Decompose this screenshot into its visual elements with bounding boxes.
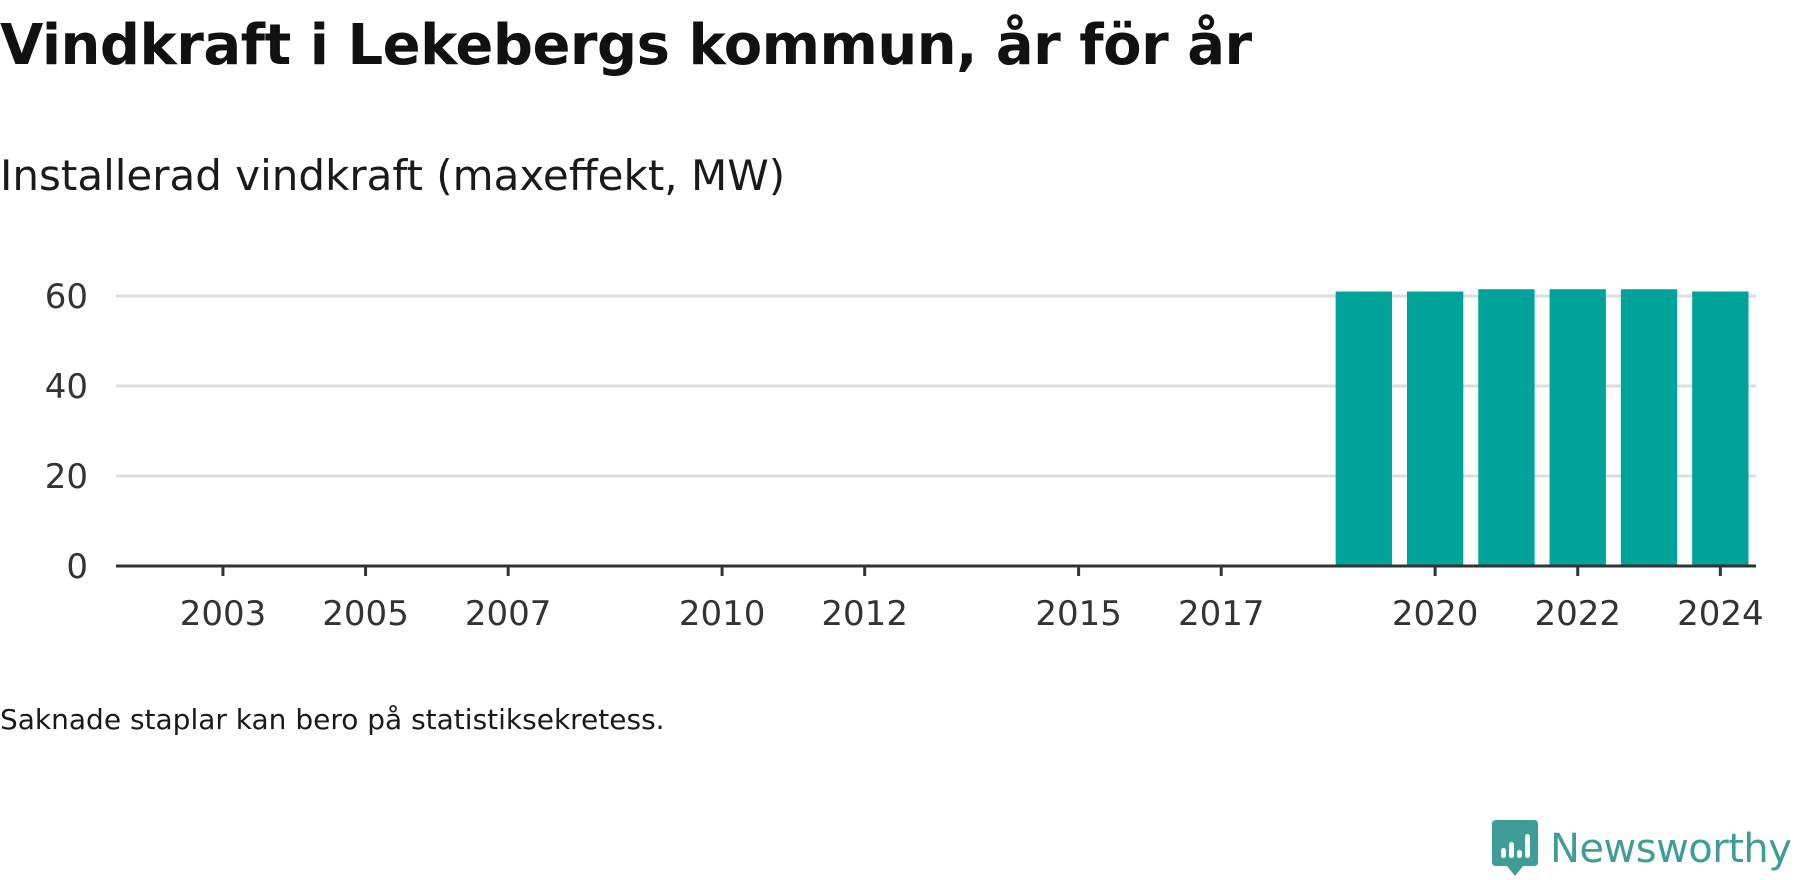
bars: [1335, 289, 1749, 566]
bar-2022: [1549, 289, 1606, 566]
x-tick-label-2020: 2020: [1392, 594, 1479, 634]
newsworthy-logo-icon: [1492, 820, 1538, 876]
x-axis-labels: 2003 2005 2007 2010 2012 2015 2017 2020 2022 2024: [180, 594, 1764, 634]
x-tick-label-2010: 2010: [679, 594, 766, 634]
newsworthy-logo-text: Newsworthy: [1550, 826, 1792, 872]
y-tick-label-40: 40: [45, 367, 88, 407]
newsworthy-logo: Newsworthy: [1490, 818, 1792, 880]
x-tick-label-2003: 2003: [180, 594, 267, 634]
y-axis-labels: 0 20 40 60: [45, 277, 88, 587]
bar-2020: [1406, 291, 1464, 566]
bar-2019: [1335, 291, 1392, 566]
x-tick-label-2015: 2015: [1035, 594, 1122, 634]
chart-title: Vindkraft i Lekebergs kommun, år för år: [0, 13, 1252, 78]
x-axis: [116, 564, 1756, 576]
y-tick-label-20: 20: [45, 457, 88, 497]
x-tick-label-2007: 2007: [465, 594, 552, 634]
bar-2023: [1620, 289, 1678, 566]
bar-2024: [1692, 291, 1749, 566]
chart-subtitle: Installerad vindkraft (maxeffekt, MW): [0, 151, 786, 200]
x-tick-label-2012: 2012: [821, 594, 908, 634]
x-tick-label-2005: 2005: [322, 594, 409, 634]
x-tick-label-2017: 2017: [1178, 594, 1265, 634]
footnote: Saknade staplar kan bero på statistiksek…: [0, 703, 665, 736]
bar-2021: [1478, 289, 1535, 566]
x-tick-label-2024: 2024: [1677, 594, 1764, 634]
x-tick-label-2022: 2022: [1534, 594, 1621, 634]
bar-chart: 0 20 40 60 2003 2005 2007 2010 2012 2015 2017 2020…: [45, 277, 1764, 634]
y-tick-label-60: 60: [45, 277, 88, 317]
y-tick-label-0: 0: [66, 547, 88, 587]
